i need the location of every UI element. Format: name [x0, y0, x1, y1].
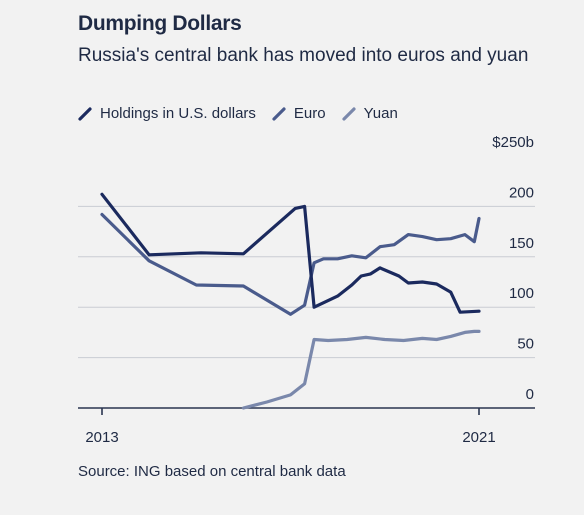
legend-swatch-dollars — [78, 106, 92, 121]
chart-subtitle: Russia's central bank has moved into eur… — [78, 45, 529, 66]
y-tick-label-250: $250b — [492, 134, 534, 151]
legend-item-euro: Euro — [272, 105, 326, 122]
legend-swatch-euro — [272, 106, 286, 121]
y-tick-label-200: 200 — [509, 184, 534, 201]
chart-title: Dumping Dollars — [78, 12, 242, 35]
legend-swatch-yuan — [341, 106, 356, 121]
x-tick-label-2021: 2021 — [462, 429, 495, 446]
y-tick-label-50: 50 — [517, 336, 534, 353]
series-line-dollars — [100, 192, 481, 314]
legend-item-yuan: Yuan — [341, 105, 398, 122]
y-tick-label-150: 150 — [509, 235, 534, 252]
legend-label-dollars: Holdings in U.S. dollars — [100, 105, 256, 122]
legend-item-dollars: Holdings in U.S. dollars — [78, 105, 256, 122]
legend: Holdings in U.S. dollars Euro Yuan — [78, 105, 414, 122]
series-line-euro — [100, 212, 481, 316]
source-note: Source: ING based on central bank data — [78, 463, 346, 480]
series-line-yuan — [241, 329, 481, 410]
x-tick-label-2013: 2013 — [85, 429, 118, 446]
legend-label-yuan: Yuan — [363, 105, 398, 122]
y-tick-label-0: 0 — [526, 386, 534, 403]
legend-label-euro: Euro — [293, 105, 326, 122]
y-tick-label-100: 100 — [509, 285, 534, 302]
